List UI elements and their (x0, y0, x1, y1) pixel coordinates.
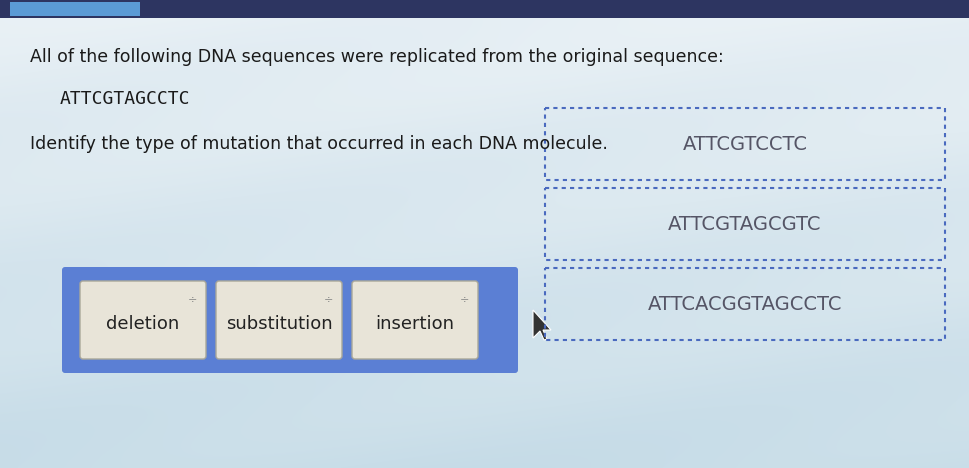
FancyBboxPatch shape (62, 267, 518, 373)
FancyBboxPatch shape (352, 281, 478, 359)
Text: All of the following DNA sequences were replicated from the original sequence:: All of the following DNA sequences were … (30, 48, 724, 66)
Text: ÷: ÷ (188, 294, 197, 304)
Polygon shape (533, 310, 551, 340)
Text: ÷: ÷ (324, 294, 333, 304)
Text: substitution: substitution (226, 315, 332, 333)
FancyBboxPatch shape (80, 281, 206, 359)
Text: deletion: deletion (107, 315, 179, 333)
Text: ATTCGTAGCCTC: ATTCGTAGCCTC (60, 90, 191, 108)
Text: ATTCGTAGCGTC: ATTCGTAGCGTC (669, 214, 822, 234)
FancyBboxPatch shape (216, 281, 342, 359)
Text: ATTCGTCCTC: ATTCGTCCTC (682, 134, 807, 154)
Text: Identify the type of mutation that occurred in each DNA molecule.: Identify the type of mutation that occur… (30, 135, 608, 153)
Text: ÷: ÷ (459, 294, 469, 304)
FancyBboxPatch shape (10, 2, 140, 16)
Text: insertion: insertion (376, 315, 454, 333)
FancyBboxPatch shape (0, 0, 969, 18)
Text: ATTCACGGTAGCCTC: ATTCACGGTAGCCTC (647, 294, 842, 314)
